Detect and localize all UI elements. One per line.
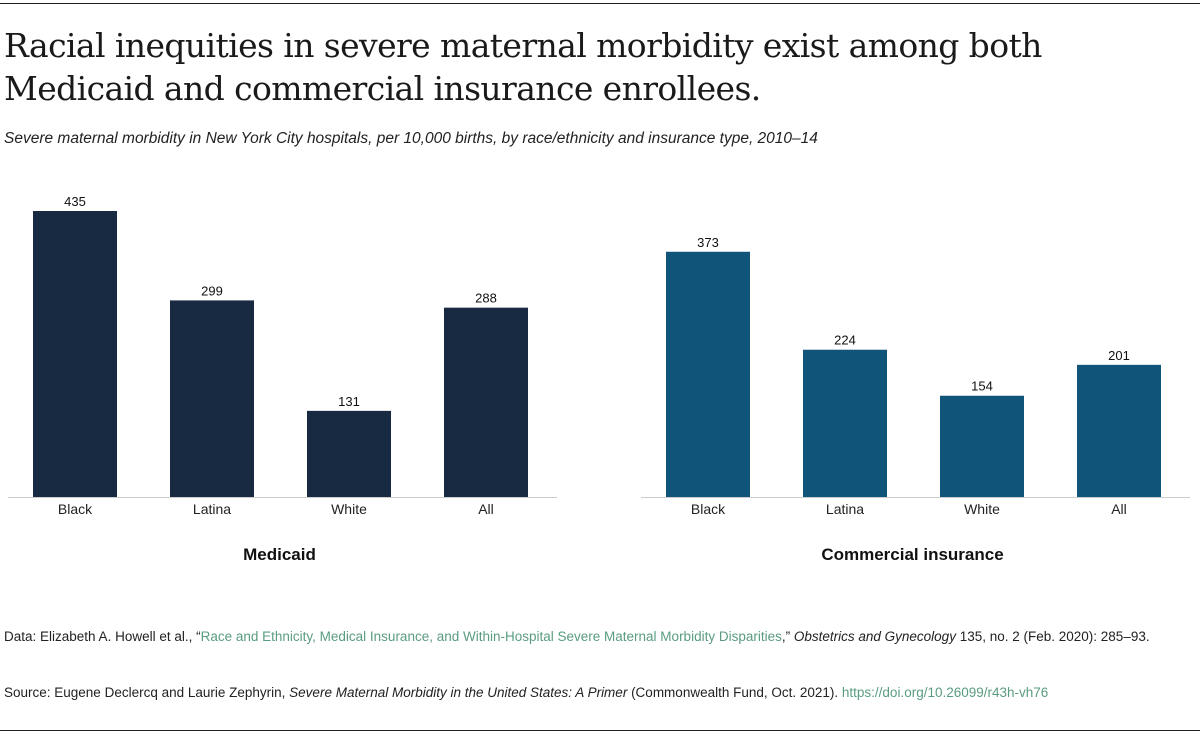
bar-black (33, 211, 117, 497)
bar-black (666, 251, 750, 497)
bar-all (444, 307, 528, 497)
data-label: 131 (338, 394, 360, 409)
bar-latina (170, 300, 254, 497)
top-rule (0, 3, 1200, 4)
bar-white (940, 395, 1024, 497)
x-tick-label: Latina (193, 501, 231, 517)
source-prefix: Source: Eugene Declercq and Laurie Zephy… (4, 685, 290, 700)
x-tick-label: Black (58, 501, 93, 517)
data-note-mid: ,” (781, 629, 794, 644)
x-tick-label: White (964, 501, 1000, 517)
source-suffix: (Commonwealth Fund, Oct. 2021). (627, 685, 842, 700)
chart-subtitle: Severe maternal morbidity in New York Ci… (4, 130, 818, 147)
panel-title: Medicaid (243, 545, 316, 564)
bar-charts: 435 Black 299 Latina 131 White 288 All Medicaid 3… (8, 194, 1190, 564)
x-tick-label: Latina (826, 501, 864, 517)
journal-name: Obstetrics and Gynecology (793, 629, 956, 644)
data-note: Data: Elizabeth A. Howell et al., “Race … (4, 627, 1194, 646)
x-tick-label: All (478, 501, 494, 517)
bottom-rule (0, 730, 1200, 731)
data-label: 373 (697, 235, 719, 250)
source-title: Severe Maternal Morbidity in the United … (289, 685, 628, 700)
data-label: 299 (201, 283, 223, 298)
panel-title: Commercial insurance (821, 545, 1003, 564)
bar-latina (803, 349, 887, 497)
x-tick-label: All (1111, 501, 1127, 517)
data-source-link[interactable]: Race and Ethnicity, Medical Insurance, a… (200, 629, 782, 644)
source-note: Source: Eugene Declercq and Laurie Zephy… (4, 683, 1194, 702)
data-label: 435 (64, 194, 86, 209)
data-label: 154 (971, 379, 993, 394)
data-label: 201 (1108, 348, 1130, 363)
data-note-prefix: Data: Elizabeth A. Howell et al., “ (4, 629, 201, 644)
bar-white (307, 410, 391, 497)
x-tick-label: Black (691, 501, 726, 517)
chart-title: Racial inequities in severe maternal mor… (4, 26, 1042, 108)
x-tick-label: White (331, 501, 367, 517)
doi-link[interactable]: https://doi.org/10.26099/r43h-vh76 (841, 685, 1049, 700)
bar-all (1077, 364, 1161, 497)
data-label: 224 (834, 333, 856, 348)
data-note-suffix: 135, no. 2 (Feb. 2020): 285–93. (955, 629, 1150, 644)
data-label: 288 (475, 291, 497, 306)
